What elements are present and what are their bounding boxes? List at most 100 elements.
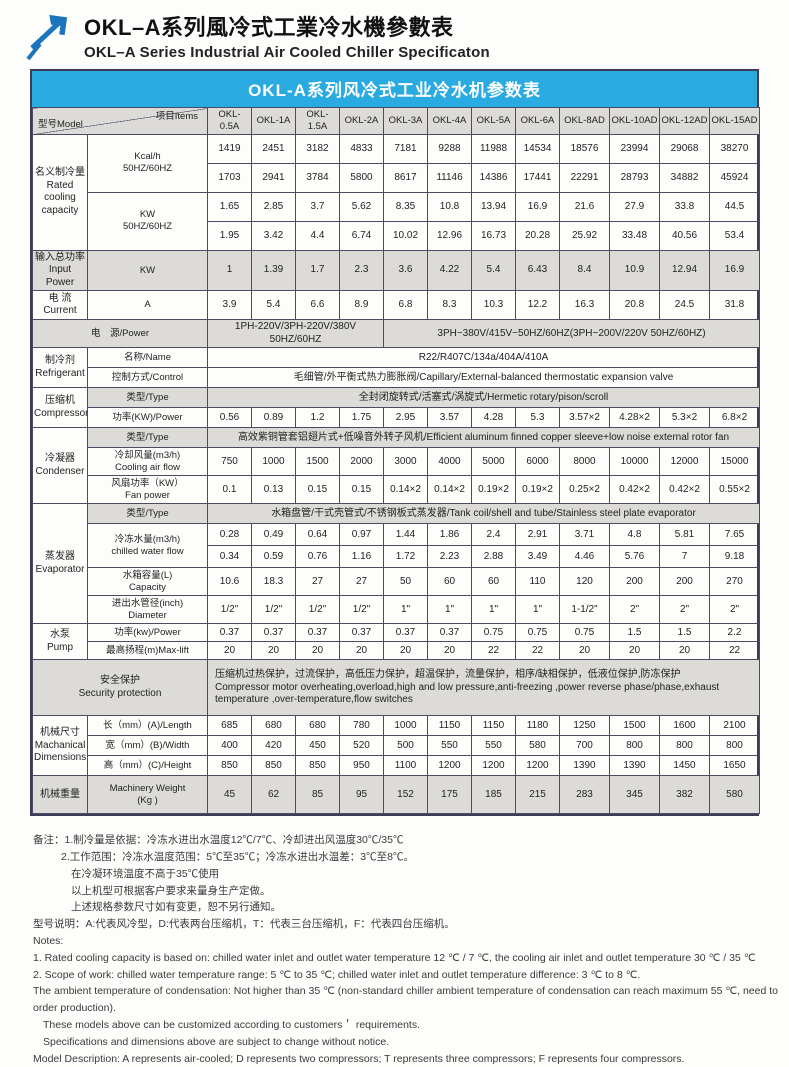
- table-cell: 11988: [471, 133, 516, 164]
- table-row: 名义制冷量 Rated cooling capacity Kcal/h 50HZ/…: [32, 133, 760, 251]
- table-cell: 5800: [339, 162, 384, 193]
- table-cell: 215: [515, 775, 560, 815]
- row-item-label: 电 源/Power: [32, 319, 208, 349]
- table-cell: 7: [659, 545, 710, 569]
- table-cell: 0.14×2: [383, 475, 428, 505]
- model-header-cell: OKL-15AD: [709, 107, 760, 135]
- table-cell: 8.4: [559, 249, 610, 292]
- table-cell: 44.5: [709, 191, 760, 222]
- table-cell: 16.73: [471, 220, 516, 251]
- row-group-label: 输入总功率 Input Power: [32, 249, 88, 292]
- table-cell: 4.28×2: [609, 407, 660, 429]
- table-cell: 1180: [515, 715, 560, 737]
- table-cell: 520: [339, 735, 384, 757]
- row-item-label: 宽（mm）(B)/Width: [87, 735, 208, 757]
- table-cell: 5.3×2: [659, 407, 710, 429]
- table-cell: 24.5: [659, 290, 710, 321]
- table-cell: 12.2: [515, 290, 560, 321]
- table-cell: 0.28: [207, 523, 252, 547]
- model-header-cell: OKL-10AD: [609, 107, 660, 135]
- table-cell: 20: [659, 641, 710, 661]
- table-cell: 2.91: [515, 523, 560, 547]
- table-cell: 1500: [295, 447, 340, 477]
- table-cell: 20: [295, 641, 340, 661]
- row-item-label: 冷冻水量(m3/h) chilled water flow: [87, 523, 208, 569]
- table-cell: 6.8×2: [709, 407, 760, 429]
- table-cell: 0.19×2: [471, 475, 516, 505]
- table-cell: 750: [207, 447, 252, 477]
- note-line: 备注：1.制冷量是依据：冷冻水进出水温度12℃/7℃、冷却进出风温度30℃/35…: [33, 834, 404, 847]
- table-cell: 12000: [659, 447, 710, 477]
- table-cell: 20: [251, 641, 296, 661]
- table-cell: 10000: [609, 447, 660, 477]
- row-group-label: 机械重量: [32, 775, 88, 815]
- page-subtitle: OKL–A Series Industrial Air Cooled Chill…: [84, 44, 490, 61]
- table-cell: 3.7: [295, 191, 340, 222]
- table-cell: 680: [295, 715, 340, 737]
- table-cell: 2.95: [383, 407, 428, 429]
- table-cell: 345: [609, 775, 660, 815]
- table-cell: 6000: [515, 447, 560, 477]
- row-item-label: 冷却风量(m3/h) Cooling air flow: [87, 447, 208, 477]
- table-cell: 1.16: [339, 545, 384, 569]
- table-cell: 6.43: [515, 249, 560, 292]
- table-cell: 1450: [659, 755, 710, 777]
- table-cell: 12.94: [659, 249, 710, 292]
- table-cell: 62: [251, 775, 296, 815]
- table-cell: 0.42×2: [609, 475, 660, 505]
- table-cell: 1500: [609, 715, 660, 737]
- table-cell: 3182: [295, 133, 340, 164]
- table-cell: 270: [709, 567, 760, 597]
- row-item-label: 类型/Type: [87, 427, 208, 449]
- table-cell: 31.8: [709, 290, 760, 321]
- table-cell: 1200: [427, 755, 472, 777]
- row-item-label: 风扇功率（KW） Fan power: [87, 475, 208, 505]
- table-cell: 1/2": [207, 595, 252, 625]
- table-cell: 1.95: [207, 220, 252, 251]
- note-line: These models above can be customized acc…: [43, 1019, 421, 1032]
- note-line: Notes:: [33, 935, 64, 948]
- table-cell: 5.4: [251, 290, 296, 321]
- table-cell: 33.8: [659, 191, 710, 222]
- table-row: 冷凝器 Condenser 类型/Type 高效紫铜管套铝翅片式+低噪音外转子风机/…: [32, 427, 760, 505]
- table-row: 控制方式/Control 毛细管/外平衡式热力膨胀阀/Capillary/Exte…: [33, 367, 760, 389]
- table-cell: 850: [295, 755, 340, 777]
- table-cell: 1PH-220V/3PH-220V/380V 50HZ/60HZ: [207, 319, 384, 349]
- table-cell: 0.37: [383, 623, 428, 643]
- table-cell: 5.81: [659, 523, 710, 547]
- table-cell: 高效紫铜管套铝翅片式+低噪音外转子风机/Efficient aluminum f…: [207, 427, 760, 449]
- table-cell: 40.56: [659, 220, 710, 251]
- table-cell: 4833: [339, 133, 384, 164]
- table-cell: 53.4: [709, 220, 760, 251]
- table-cell: 29068: [659, 133, 710, 164]
- table-cell: 8.35: [383, 191, 428, 222]
- table-row: 功率(KW)/Power 0.56 0.89 1.2 1.75 2.95 3.57 4.28 5…: [33, 407, 760, 429]
- corner-header-cell: 型号Model 项目Items: [32, 107, 208, 135]
- table-row: 机械尺寸 Machanical Dimensions 长（mm）(A)/Lengt…: [32, 715, 760, 777]
- table-row: KW 50HZ/60HZ 1.65 2.85 3.7 5.62 8.35 10.8 13.94…: [33, 191, 760, 251]
- note-line: 型号说明：A:代表风冷型，D:代表两台压缩机，T：代表三台压缩机，F：代表四台压…: [33, 918, 455, 931]
- up-right-arrow-icon: [26, 14, 68, 60]
- table-cell: 0.34: [207, 545, 252, 569]
- table-cell: 0.37: [295, 623, 340, 643]
- table-cell: 1: [207, 249, 252, 292]
- table-cell: 0.37: [207, 623, 252, 643]
- table-cell: 4.8: [609, 523, 660, 547]
- row-group-label: 名义制冷量 Rated cooling capacity: [32, 133, 88, 251]
- table-cell: 1.72: [383, 545, 428, 569]
- table-cell: 4.28: [471, 407, 516, 429]
- table-cell: 3.42: [251, 220, 296, 251]
- table-row: 压缩机 Compressor 类型/Type 全封闭旋转式/活塞式/涡旋式/Herm…: [32, 387, 760, 429]
- table-cell: 25.92: [559, 220, 610, 251]
- table-cell: 0.76: [295, 545, 340, 569]
- table-row: 冷却风量(m3/h) Cooling air flow 750 1000 1500 20…: [33, 447, 760, 477]
- table-cell: 4.22: [427, 249, 472, 292]
- row-item-label: Machinery Weight (Kg ): [87, 775, 208, 815]
- model-header-cell: OKL-12AD: [659, 107, 710, 135]
- model-header-cell: OKL-0.5A: [207, 107, 252, 135]
- table-cell: 0.42×2: [659, 475, 710, 505]
- table-row: 冷冻水量(m3/h) chilled water flow 0.28 0.49 0.6…: [33, 523, 760, 569]
- table-cell: 0.13: [251, 475, 296, 505]
- table-cell: 2100: [709, 715, 760, 737]
- row-item-label: 类型/Type: [87, 387, 208, 409]
